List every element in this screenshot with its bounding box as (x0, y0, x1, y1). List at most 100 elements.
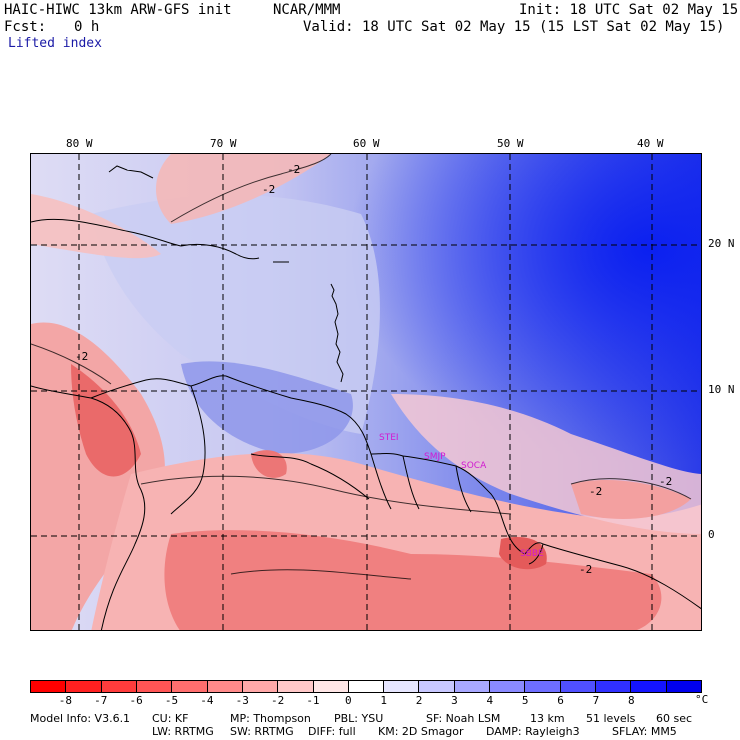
colorbar-tick-label: 0 (345, 694, 352, 707)
organization-label: NCAR/MMM (273, 2, 341, 18)
model-title: HAIC-HIWC 13km ARW-GFS init (4, 2, 232, 18)
lat-label-equator: 0 (708, 528, 715, 541)
contour-amazon (230, 569, 412, 580)
footer-levels: 51 levels (586, 712, 636, 725)
lat-label-20n: 20 N (708, 237, 735, 250)
caribbean-field (91, 195, 380, 434)
itcz-cell (571, 479, 691, 519)
station-sbbe: SBBE (520, 549, 544, 559)
colorbar-swatch (31, 681, 67, 692)
contour-itcz (570, 478, 692, 500)
footer-lw: LW: RRTMG (152, 725, 214, 738)
french-guiana-border (455, 465, 472, 513)
colorbar-tick-label: 2 (415, 694, 423, 707)
graticule (31, 154, 701, 630)
panama-colombia-coast (90, 375, 227, 399)
contour-label-3: -2 (75, 350, 89, 363)
caribbean-blue-core (181, 361, 353, 454)
lon-label-40w: 40 W (637, 137, 664, 150)
footer-cu: CU: KF (152, 712, 189, 725)
colorbar-swatch (525, 681, 561, 692)
footer-damp: DAMP: Rayleigh3 (486, 725, 580, 738)
lon-label-60w: 60 W (353, 137, 380, 150)
colorbar-swatch (313, 681, 349, 692)
colorbar-tick-label: -1 (306, 694, 320, 707)
colorbar-tick-label: 1 (380, 694, 387, 707)
colorbar-swatch (172, 681, 208, 692)
coastlines (31, 165, 701, 630)
colorbar-tick-label: 6 (557, 694, 564, 707)
colorbar-tick-label: -3 (235, 694, 249, 707)
colorbar-tick-label: -8 (58, 694, 72, 707)
cuba-coast (31, 218, 182, 247)
footer-timestep: 60 sec (656, 712, 693, 725)
central-america-unstable (31, 322, 165, 630)
colorbar-unit: °C (695, 693, 709, 706)
cuba-unstable-band (31, 194, 161, 259)
central-america-pacific-coast (31, 385, 146, 630)
contours (31, 154, 692, 580)
colorbar-swatch (490, 681, 526, 692)
contour-label-6: -2 (579, 563, 593, 576)
station-stei: STEI (379, 433, 399, 443)
contour-west (31, 343, 112, 385)
lon-label-80w: 80 W (66, 137, 93, 150)
colorbar-swatch (136, 681, 173, 692)
lon-label-70w: 70 W (210, 137, 237, 150)
contour-label-5: -2 (659, 475, 673, 488)
colorbar-swatch (207, 681, 243, 692)
colorbar (30, 680, 702, 693)
forecast-label: Fcst: (4, 19, 47, 35)
contour-label-4: -2 (589, 485, 603, 498)
forecast-hour: 0 h (74, 19, 100, 35)
init-time: Init: 18 UTC Sat 02 May 15 (519, 2, 739, 18)
colorbar-tick-label: 4 (486, 694, 494, 707)
guyana-border (370, 453, 392, 510)
valid-time: Valid: 18 UTC Sat 02 May 15 (15 LST Sat … (303, 19, 725, 35)
hispaniola-coast (180, 243, 260, 260)
footer-diff: DIFF: full (308, 725, 356, 738)
amazon-mouth (524, 542, 544, 565)
footer-pbl: PBL: YSU (334, 712, 384, 725)
station-smjp: SMJP (424, 452, 446, 462)
contour-label-1: -2 (287, 163, 301, 176)
colorbar-swatch (384, 681, 420, 692)
south-america-north-coast (225, 375, 526, 555)
colorbar-swatch (596, 681, 632, 692)
footer-sf: SF: Noah LSM (426, 712, 501, 725)
central-america-core (71, 364, 141, 477)
colorbar-swatch (242, 681, 279, 692)
colorbar-tick-label: -7 (94, 694, 108, 707)
brazil-northeast-coast (542, 543, 701, 610)
colorbar-tick-label: 3 (451, 694, 458, 707)
venezuela-border (250, 453, 370, 500)
footer-sflay: SFLAY: MM5 (612, 725, 677, 738)
footer-km: KM: 2D Smagor (378, 725, 464, 738)
contour-south-america (140, 475, 512, 515)
footer-model-info: Model Info: V3.6.1 (30, 712, 131, 725)
lon-label-50w: 50 W (497, 137, 524, 150)
colorbar-swatch (666, 681, 701, 692)
colorbar-swatch (454, 681, 491, 692)
colorbar-tick-label: 7 (592, 694, 600, 707)
amazon-unstable-core (164, 530, 662, 630)
colorbar-swatch (348, 681, 385, 692)
lesser-antilles-arc (330, 283, 344, 383)
lifted-index-map (31, 154, 701, 630)
colorbar-tick-label: -2 (270, 694, 285, 707)
colorbar-swatch (101, 681, 137, 692)
map-panel[interactable]: -2 -2 -2 -2 -2 -2 STEI SMJP SOCA SBBE (30, 153, 702, 631)
colorbar-swatch (631, 681, 667, 692)
footer-mp: MP: Thompson (230, 712, 311, 725)
footer-grid: 13 km (530, 712, 565, 725)
station-soca: SOCA (461, 461, 487, 471)
colorbar-swatch (560, 681, 596, 692)
contour-bahamas (170, 154, 332, 223)
field-name: Lifted index (8, 36, 102, 51)
colorbar-tick-label: 5 (521, 694, 529, 707)
florida-coast (108, 165, 154, 179)
footer-sw: SW: RRTMG (230, 725, 294, 738)
bahamas-unstable-band (156, 154, 331, 224)
colorbar-tick-label: -4 (200, 694, 214, 707)
colombia-border (170, 385, 206, 515)
